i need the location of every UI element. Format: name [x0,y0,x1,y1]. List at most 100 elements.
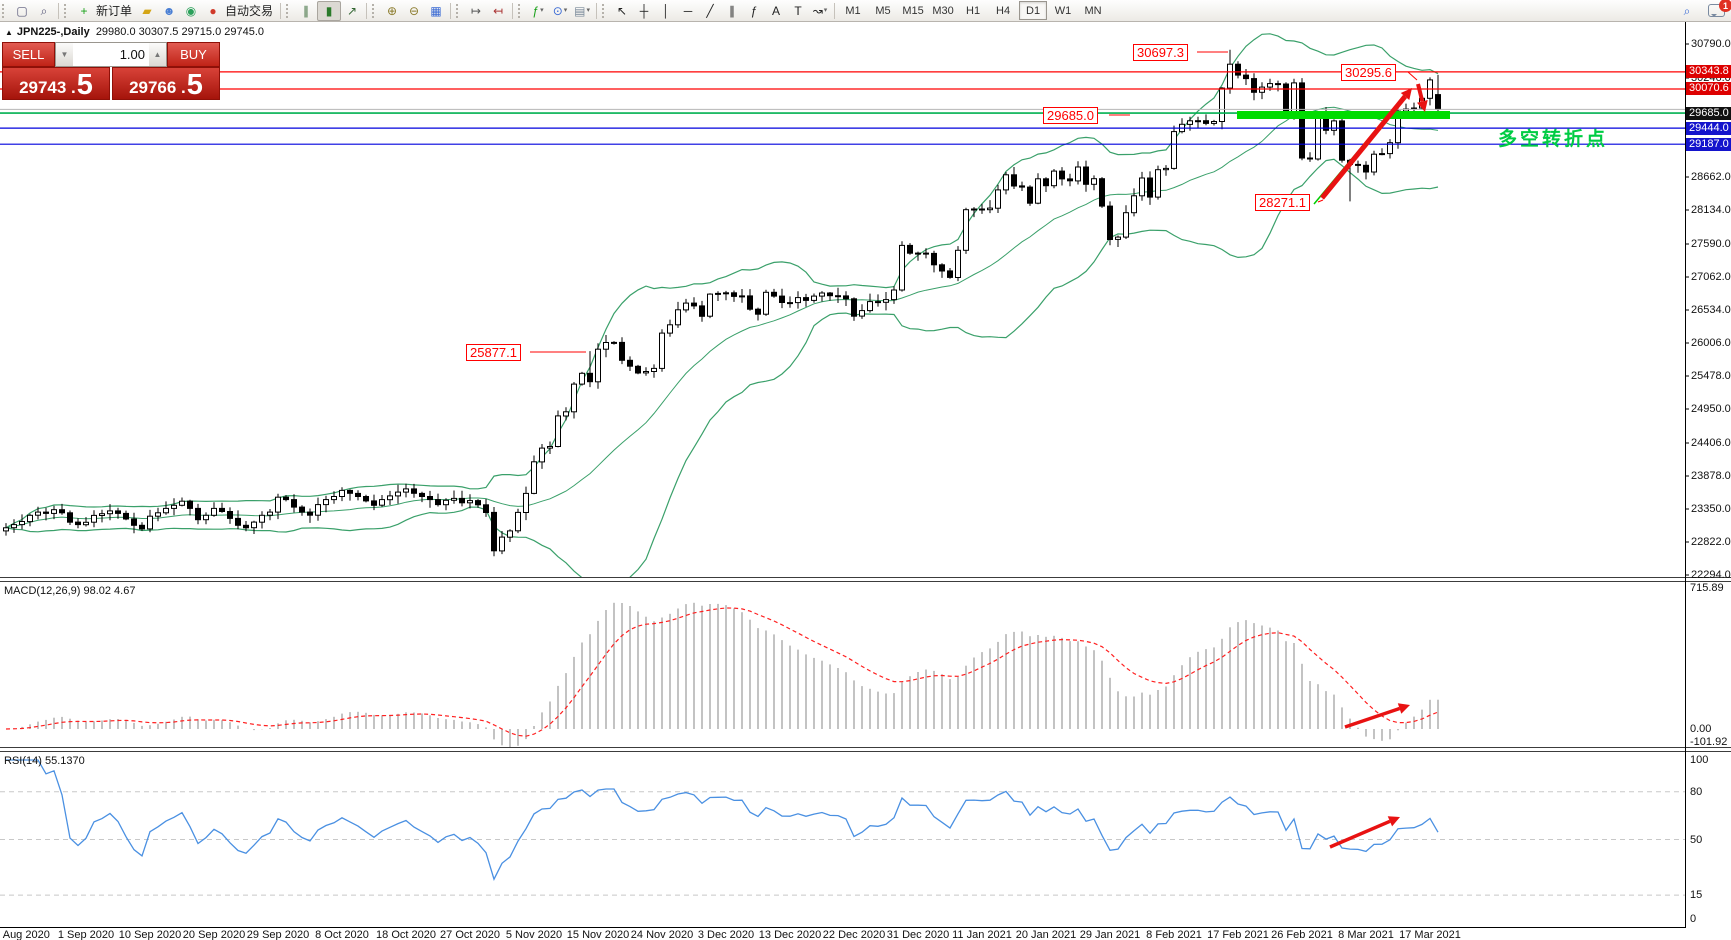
date-axis-label: 11 Jan 2021 [952,929,1012,940]
volume-increase-button[interactable]: ▲ [149,43,166,66]
autotrading-label[interactable]: 自动交易 [225,4,274,18]
rsi-axis-label: 100 [1690,754,1709,766]
timeframe-button-m15[interactable]: M15 [902,4,924,17]
price-annotation-label[interactable]: 28271.1 [1255,194,1310,211]
search-icon[interactable]: ⌕ [1683,3,1691,18]
price-annotation-label[interactable]: 30697.3 [1133,44,1188,61]
timeframe-button-m1[interactable]: M1 [845,4,861,17]
new-chart-icon[interactable]: ▢ [16,3,28,18]
price-axis-badge: 30343.8 [1686,65,1731,79]
zoom-in-icon[interactable]: ⊕ [387,3,398,18]
new-order-label[interactable]: 新订单 [96,4,133,18]
trendline-icon[interactable]: ╱ [706,3,714,18]
timeframe-button-mn[interactable]: MN [1084,4,1102,17]
toolbar-separator [366,2,368,19]
toolbar-group-handle[interactable] [2,3,9,18]
date-axis-label: 5 Nov 2020 [505,929,563,940]
vertical-line-icon[interactable]: │ [662,3,670,18]
volume-input[interactable]: 1.00 [119,47,145,62]
toolbar-group-handle[interactable] [602,3,609,18]
date-axis-label: 17 Mar 2021 [1399,929,1461,940]
toolbar-group-handle[interactable] [456,3,463,18]
fibonacci-icon[interactable]: ƒ [750,3,758,18]
toolbar-group-handle[interactable] [64,3,71,18]
price-axis-tick: 27590.0 [1691,238,1731,250]
price-annotation-label[interactable]: 25877.1 [466,344,521,361]
timeframe-button-w1[interactable]: W1 [1054,4,1072,17]
price-axis-badge: 29187.0 [1686,137,1731,151]
price-axis-tick: 28134.0 [1691,204,1731,216]
price-axis-tick: 26006.0 [1691,337,1731,349]
sell-button[interactable]: SELL [2,42,55,67]
indicators-icon[interactable]: ƒ ▾ [532,3,544,18]
pane-separator-macd[interactable] [0,577,1731,582]
history-center-icon[interactable]: ▰ [142,3,152,18]
date-axis-label: 8 Mar 2021 [1338,929,1394,940]
line-chart-icon[interactable]: ↗ [347,3,358,18]
pane-separator-rsi[interactable] [0,747,1731,752]
autotrading-icon[interactable]: ● [209,3,217,18]
dropdown-arrow-icon: ▾ [540,6,544,14]
timeframe-button-h1[interactable]: H1 [966,4,981,17]
price-axis-tick: 26534.0 [1691,304,1731,316]
chart-shift-icon[interactable]: ↦ [471,3,482,18]
dropdown-arrow-icon: ▾ [823,6,828,14]
price-axis-tick: 27062.0 [1691,271,1731,283]
zoom-out-icon[interactable]: ⊖ [409,3,420,18]
buy-button[interactable]: BUY [167,42,220,67]
toolbar-group-handle[interactable] [518,3,525,18]
volume-decrease-button[interactable]: ▼ [56,43,73,66]
price-axis-tick: 30790.0 [1691,38,1731,50]
tile-windows-icon[interactable]: ▦ [430,3,442,18]
dropdown-arrow-icon: ▾ [586,6,590,14]
rsi-axis-label: 80 [1690,785,1703,798]
periods-icon[interactable]: ⊙ ▾ [552,3,568,18]
macd-signal-line [5,607,1439,737]
price-axis-tick: 22294.0 [1691,569,1731,581]
one-click-trade-panel: SELL ▼ 1.00 ▲ BUY 29743 . 5 29766 . 5 [2,42,220,100]
panel-collapse-icon[interactable]: ▲ [5,28,13,37]
toolbar-group-handle[interactable] [372,3,379,18]
price-axis-line[interactable] [1685,22,1686,927]
bar-chart-icon[interactable]: ∥ [303,3,310,18]
price-annotation-label[interactable]: 29685.0 [1043,107,1098,124]
cursor-icon[interactable]: ↖ [617,3,628,18]
price-axis-badge: 29444.0 [1686,121,1731,135]
price-axis-tick: 25478.0 [1691,370,1731,382]
signals-icon[interactable]: ◉ [185,3,197,18]
timeframe-button-h4[interactable]: H4 [996,4,1011,17]
equidistant-channel-icon[interactable]: ∥ [729,3,736,18]
label-leader-line [1407,71,1418,81]
toolbar-group-handle[interactable] [286,3,293,18]
arrows-tool-icon[interactable]: ↝ ▾ [812,3,828,18]
symbol-title: JPN225-,Daily [16,26,90,38]
toolbar-separator [280,2,282,19]
date-axis-label: 8 Oct 2020 [315,929,369,940]
templates-icon[interactable]: ▤ ▾ [574,3,590,18]
timeframe-button-d1[interactable]: D1 [1019,1,1048,20]
crosshair-icon[interactable]: ┼ [639,3,649,18]
text-label-icon[interactable]: T [794,3,802,18]
timeframe-button-m5[interactable]: M5 [875,4,891,17]
text-icon[interactable]: A [772,3,781,18]
dropdown-arrow-icon: ▾ [563,6,568,14]
metaeditor-icon[interactable]: ☻ [162,3,176,18]
sell-price-display[interactable]: 29743 . 5 [2,67,110,100]
candlestick-chart-icon[interactable]: ▮ [317,0,342,21]
price-annotation-label[interactable]: 30295.6 [1341,64,1396,81]
time-axis-line[interactable] [0,927,1686,928]
cn-annotation-note[interactable]: 多空转折点 [1498,129,1609,150]
sell-price-big-digit: 5 [76,69,93,101]
auto-scroll-icon[interactable]: ↤ [493,3,504,18]
date-axis-label: 22 Dec 2020 [822,929,886,940]
profiles-icon[interactable]: ⌕ [40,3,48,18]
price-axis-badge: 30070.6 [1686,82,1731,96]
toolbar-separator [512,2,514,19]
horizontal-line-icon[interactable]: ─ [683,3,693,18]
new-order-icon[interactable]: + [80,3,88,18]
timeframe-button-m30[interactable]: M30 [932,4,954,17]
bollinger-middle-band [5,106,1439,529]
notifications-icon[interactable]: 1 [1708,0,1731,17]
buy-price-display[interactable]: 29766 . 5 [112,67,220,100]
